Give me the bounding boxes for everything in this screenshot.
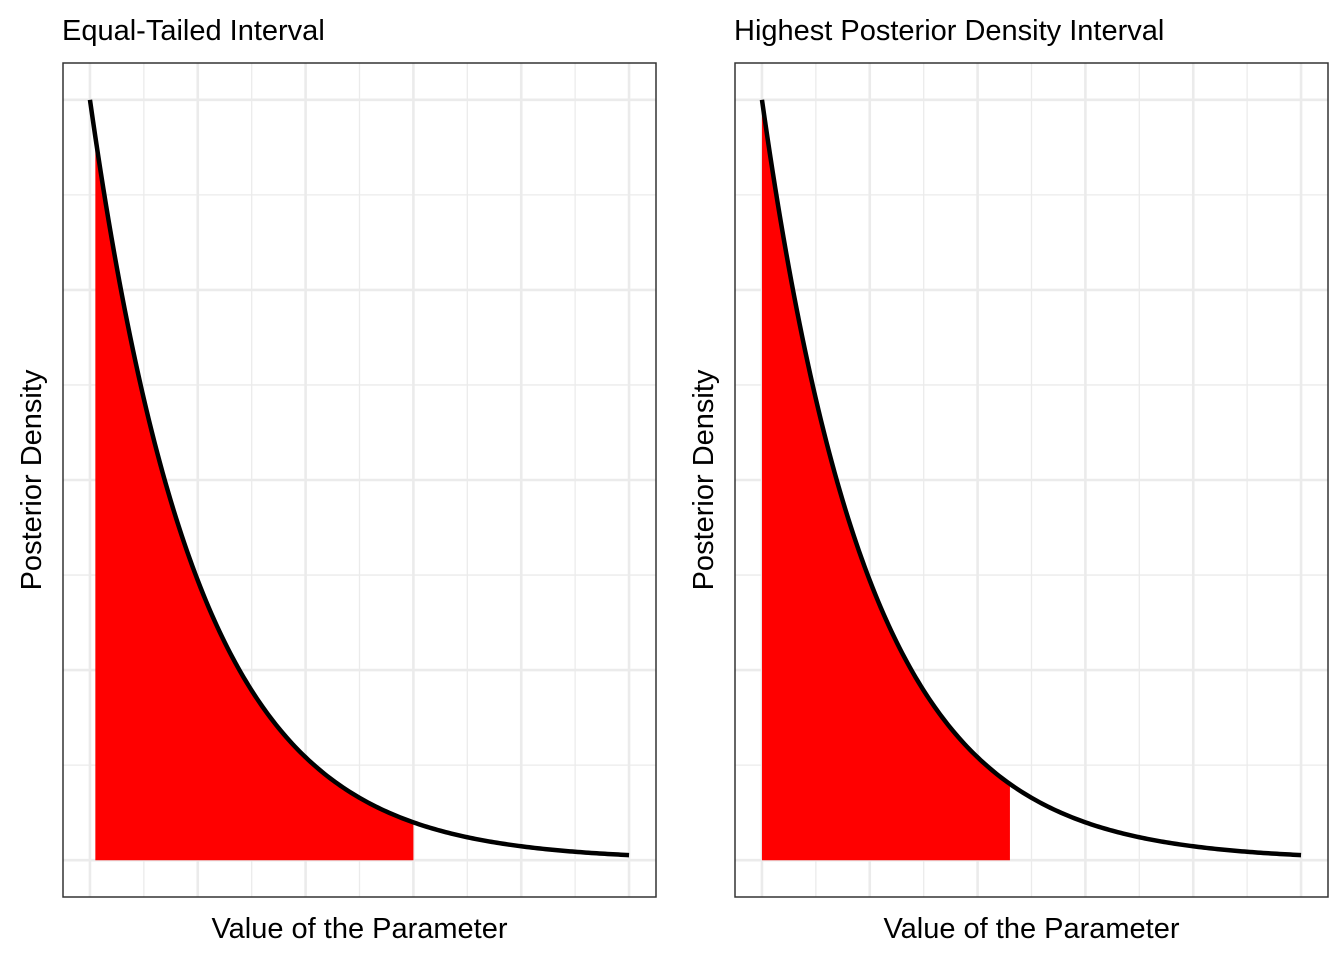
shaded-interval-hpd — [761, 99, 1010, 861]
x-axis-label-equal-tailed: Value of the Parameter — [211, 913, 507, 945]
panel-title-hpd: Highest Posterior Density Interval — [734, 15, 1164, 47]
shaded-interval-equal-tailed — [95, 136, 414, 861]
panel-border-hpd — [734, 62, 1329, 898]
panel-equal-tailed: Equal-Tailed Interval Value of the Param… — [16, 15, 657, 945]
density-curve-hpd — [759, 99, 1302, 858]
y-axis-label-hpd: Posterior Density — [688, 369, 720, 590]
y-axis-label-equal-tailed: Posterior Density — [16, 369, 48, 590]
panel-border-equal-tailed — [62, 62, 657, 898]
density-curve-equal-tailed — [87, 99, 630, 858]
panel-title-equal-tailed: Equal-Tailed Interval — [62, 15, 325, 47]
x-axis-label-hpd: Value of the Parameter — [883, 913, 1179, 945]
panel-hpd: Highest Posterior Density Interval Value… — [688, 15, 1329, 945]
